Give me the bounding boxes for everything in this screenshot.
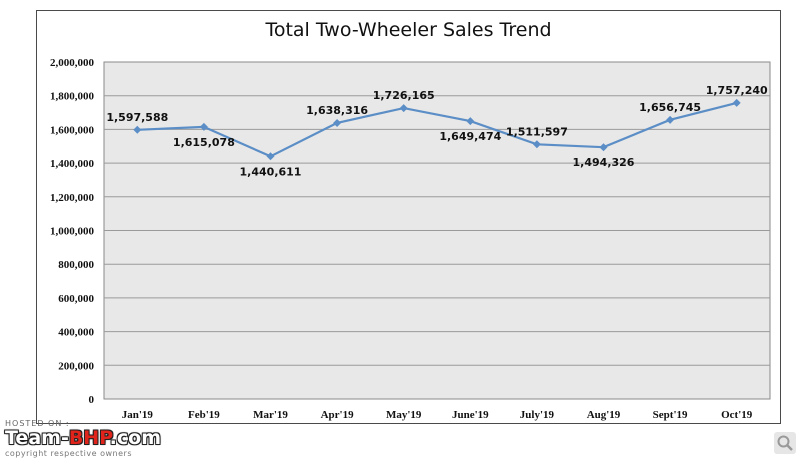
watermark-hosted-text: HOSTED ON : [5,419,70,428]
data-point-marker [266,152,275,161]
team-bhp-watermark: HOSTED ON : Team-BHP.com copyright respe… [2,419,192,458]
data-point-marker [666,115,675,124]
y-tick-label: 400,000 [58,327,94,339]
y-tick-label: 1,000,000 [50,226,95,238]
y-tick-label: 1,400,000 [50,158,95,170]
magnify-icon [777,435,793,451]
y-tick-label: 600,000 [58,293,94,305]
x-tick-label: Sept'19 [653,409,688,421]
data-labels: 1,597,588 1,615,078 1,440,611 1,638,316 1,72… [106,84,768,178]
data-label: 1,511,597 [506,125,568,138]
x-tick-label: Feb'19 [188,409,220,421]
watermark-brand-tail: .com [109,427,161,449]
data-point-marker [333,118,342,127]
data-label: 1,597,588 [106,111,168,124]
y-tick-label: 1,200,000 [50,192,95,204]
data-label: 1,726,165 [373,89,435,102]
x-tick-label: June'19 [452,409,489,421]
watermark-brand: Team-BHP.com [5,427,161,449]
watermark-copyright: copyright respective owners [5,449,132,458]
x-tick-label: May'19 [386,409,422,421]
data-label: 1,440,611 [240,165,302,178]
y-tick-label: 200,000 [58,360,94,372]
x-tick-label: Mar'19 [253,409,288,421]
data-label: 1,656,745 [639,101,701,114]
series-markers [133,98,741,161]
data-label: 1,649,474 [439,130,501,143]
x-axis-ticks: Jan'19 Feb'19 Mar'19 Apr'19 May'19 June'19 Jul… [122,409,753,421]
data-point-marker [532,140,541,149]
gridlines [104,95,770,366]
y-tick-label: 1,800,000 [50,91,95,103]
chart-title: Total Two-Wheeler Sales Trend [265,19,552,41]
data-point-marker [199,122,208,131]
x-tick-label: Jan'19 [122,409,154,421]
y-tick-label: 1,600,000 [50,124,95,136]
data-label: 1,638,316 [306,104,368,117]
watermark-brand-accent: BHP [68,427,110,449]
x-tick-label: Apr'19 [321,409,355,421]
x-tick-label: July'19 [520,409,555,421]
y-tick-label: 0 [89,394,95,406]
x-tick-label: Oct'19 [721,409,753,421]
x-tick-label: Aug'19 [587,409,621,421]
data-point-marker [599,143,608,152]
data-label: 1,615,078 [173,136,235,149]
data-point-marker [466,117,475,126]
y-axis-ticks: 0 200,000 400,000 600,000 800,000 1,000,000 1,… [50,57,95,406]
zoom-button[interactable] [774,432,796,454]
series-line [137,101,737,158]
watermark-brand-main: Team- [5,427,69,449]
data-point-marker [732,98,741,107]
data-label: 1,494,326 [573,156,635,169]
data-point-marker [133,125,142,134]
data-label: 1,757,240 [706,84,768,97]
data-point-marker [399,104,408,113]
y-tick-label: 800,000 [58,259,94,271]
y-tick-label: 2,000,000 [50,57,95,69]
